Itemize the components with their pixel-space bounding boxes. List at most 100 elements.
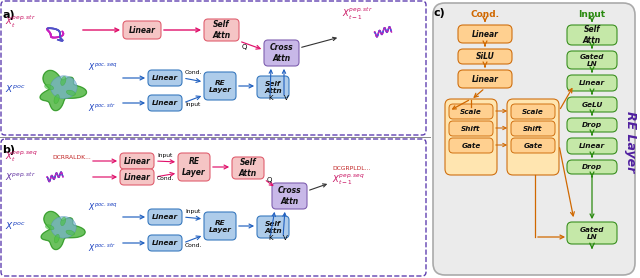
Text: c): c) xyxy=(433,8,445,18)
FancyBboxPatch shape xyxy=(458,49,512,64)
FancyBboxPatch shape xyxy=(148,235,182,251)
FancyBboxPatch shape xyxy=(458,70,512,88)
FancyBboxPatch shape xyxy=(511,121,555,136)
Text: Cond.: Cond. xyxy=(470,10,499,19)
Text: Self
Attn: Self Attn xyxy=(239,158,257,178)
FancyBboxPatch shape xyxy=(567,160,617,174)
Text: $\mathit{X}_t^{pep.str}$: $\mathit{X}_t^{pep.str}$ xyxy=(5,14,36,30)
FancyBboxPatch shape xyxy=(257,76,289,98)
Text: Linear: Linear xyxy=(152,214,178,220)
FancyBboxPatch shape xyxy=(567,222,617,244)
Ellipse shape xyxy=(61,76,66,86)
Text: Cross
Attn: Cross Attn xyxy=(269,43,293,63)
Ellipse shape xyxy=(66,230,75,235)
Text: DCGRPLDL...: DCGRPLDL... xyxy=(332,166,371,171)
Text: Gate: Gate xyxy=(461,143,481,148)
Text: Linear: Linear xyxy=(124,173,150,182)
Text: Linear: Linear xyxy=(124,157,150,165)
Text: Cond.: Cond. xyxy=(185,243,202,248)
Text: Linear: Linear xyxy=(472,29,499,38)
Text: RE
Layer: RE Layer xyxy=(209,80,232,93)
Text: Self
Attn: Self Attn xyxy=(264,220,282,234)
Text: K: K xyxy=(268,235,273,241)
Ellipse shape xyxy=(61,217,66,226)
Text: Shift: Shift xyxy=(524,125,543,131)
Text: Input: Input xyxy=(185,209,200,214)
FancyBboxPatch shape xyxy=(148,70,182,86)
Text: Self
Attn: Self Attn xyxy=(264,81,282,93)
FancyBboxPatch shape xyxy=(449,121,493,136)
Text: $\mathit{X}^{poc}$: $\mathit{X}^{poc}$ xyxy=(5,83,26,93)
Text: $\mathit{X}^{poc.seq}$: $\mathit{X}^{poc.seq}$ xyxy=(88,201,118,212)
Ellipse shape xyxy=(67,90,76,95)
Text: Scale: Scale xyxy=(460,108,482,115)
Text: $\mathit{X}^{poc.str}$: $\mathit{X}^{poc.str}$ xyxy=(88,101,116,114)
Text: Scale: Scale xyxy=(522,108,544,115)
Text: Self
Attn: Self Attn xyxy=(583,25,601,45)
Ellipse shape xyxy=(45,85,54,90)
FancyBboxPatch shape xyxy=(148,209,182,225)
Text: $\mathit{X}_t^{pep.seq}$: $\mathit{X}_t^{pep.seq}$ xyxy=(5,150,38,164)
FancyBboxPatch shape xyxy=(567,75,617,91)
Text: Cond.: Cond. xyxy=(185,70,202,75)
FancyBboxPatch shape xyxy=(204,19,239,41)
Text: Linear: Linear xyxy=(579,80,605,86)
Text: $\mathit{X}_{t-1}^{pep.seq}$: $\mathit{X}_{t-1}^{pep.seq}$ xyxy=(332,172,365,187)
FancyBboxPatch shape xyxy=(257,216,289,238)
FancyBboxPatch shape xyxy=(120,153,154,169)
FancyBboxPatch shape xyxy=(511,138,555,153)
Text: Q: Q xyxy=(267,177,273,183)
Text: $\mathit{X}^{poc}$: $\mathit{X}^{poc}$ xyxy=(5,220,26,230)
FancyBboxPatch shape xyxy=(511,104,555,119)
FancyBboxPatch shape xyxy=(148,95,182,111)
Text: Linear: Linear xyxy=(129,26,156,34)
Text: Cross
Attn: Cross Attn xyxy=(278,186,301,206)
Text: Linear: Linear xyxy=(579,143,605,149)
FancyBboxPatch shape xyxy=(449,138,493,153)
Text: b): b) xyxy=(2,145,15,155)
Text: RE
Layer: RE Layer xyxy=(182,157,206,177)
Text: Shift: Shift xyxy=(461,125,481,131)
Text: $\mathit{X}^{poc.str}$: $\mathit{X}^{poc.str}$ xyxy=(88,242,116,254)
Text: Drop: Drop xyxy=(582,122,602,128)
Text: RE
Layer: RE Layer xyxy=(209,220,232,232)
Text: GeLU: GeLU xyxy=(581,101,603,108)
Text: V: V xyxy=(283,235,288,241)
Text: Linear: Linear xyxy=(152,100,178,106)
Text: Linear: Linear xyxy=(152,75,178,81)
Text: SiLU: SiLU xyxy=(476,52,495,61)
FancyBboxPatch shape xyxy=(445,99,497,175)
Text: a): a) xyxy=(2,10,15,20)
Ellipse shape xyxy=(45,225,54,230)
FancyBboxPatch shape xyxy=(458,25,512,43)
Polygon shape xyxy=(40,70,86,111)
Ellipse shape xyxy=(54,234,60,243)
FancyBboxPatch shape xyxy=(123,21,161,39)
Ellipse shape xyxy=(54,95,60,104)
Text: $\mathit{X}^{poc.seq}$: $\mathit{X}^{poc.seq}$ xyxy=(88,61,118,72)
Text: Gate: Gate xyxy=(524,143,543,148)
FancyBboxPatch shape xyxy=(264,40,299,66)
FancyBboxPatch shape xyxy=(449,104,493,119)
Text: Input: Input xyxy=(579,10,605,19)
FancyBboxPatch shape xyxy=(567,138,617,154)
FancyBboxPatch shape xyxy=(178,153,210,181)
Polygon shape xyxy=(41,211,85,250)
FancyBboxPatch shape xyxy=(567,118,617,132)
Text: Drop: Drop xyxy=(582,164,602,170)
Text: K: K xyxy=(268,95,273,101)
Text: Linear: Linear xyxy=(472,75,499,83)
FancyBboxPatch shape xyxy=(567,25,617,45)
FancyBboxPatch shape xyxy=(567,51,617,69)
FancyBboxPatch shape xyxy=(120,169,154,185)
Text: Input: Input xyxy=(157,153,172,158)
Text: $\mathit{X}^{pep.str}$: $\mathit{X}^{pep.str}$ xyxy=(5,171,36,183)
Text: Input: Input xyxy=(185,102,200,107)
Ellipse shape xyxy=(51,217,76,238)
Text: Linear: Linear xyxy=(152,240,178,246)
Text: Cond.: Cond. xyxy=(157,176,174,181)
FancyBboxPatch shape xyxy=(433,3,635,275)
Text: Gated
LN: Gated LN xyxy=(580,53,604,66)
FancyBboxPatch shape xyxy=(232,157,264,179)
Text: $\mathit{X}_{t-1}^{pep.str}$: $\mathit{X}_{t-1}^{pep.str}$ xyxy=(342,6,373,22)
